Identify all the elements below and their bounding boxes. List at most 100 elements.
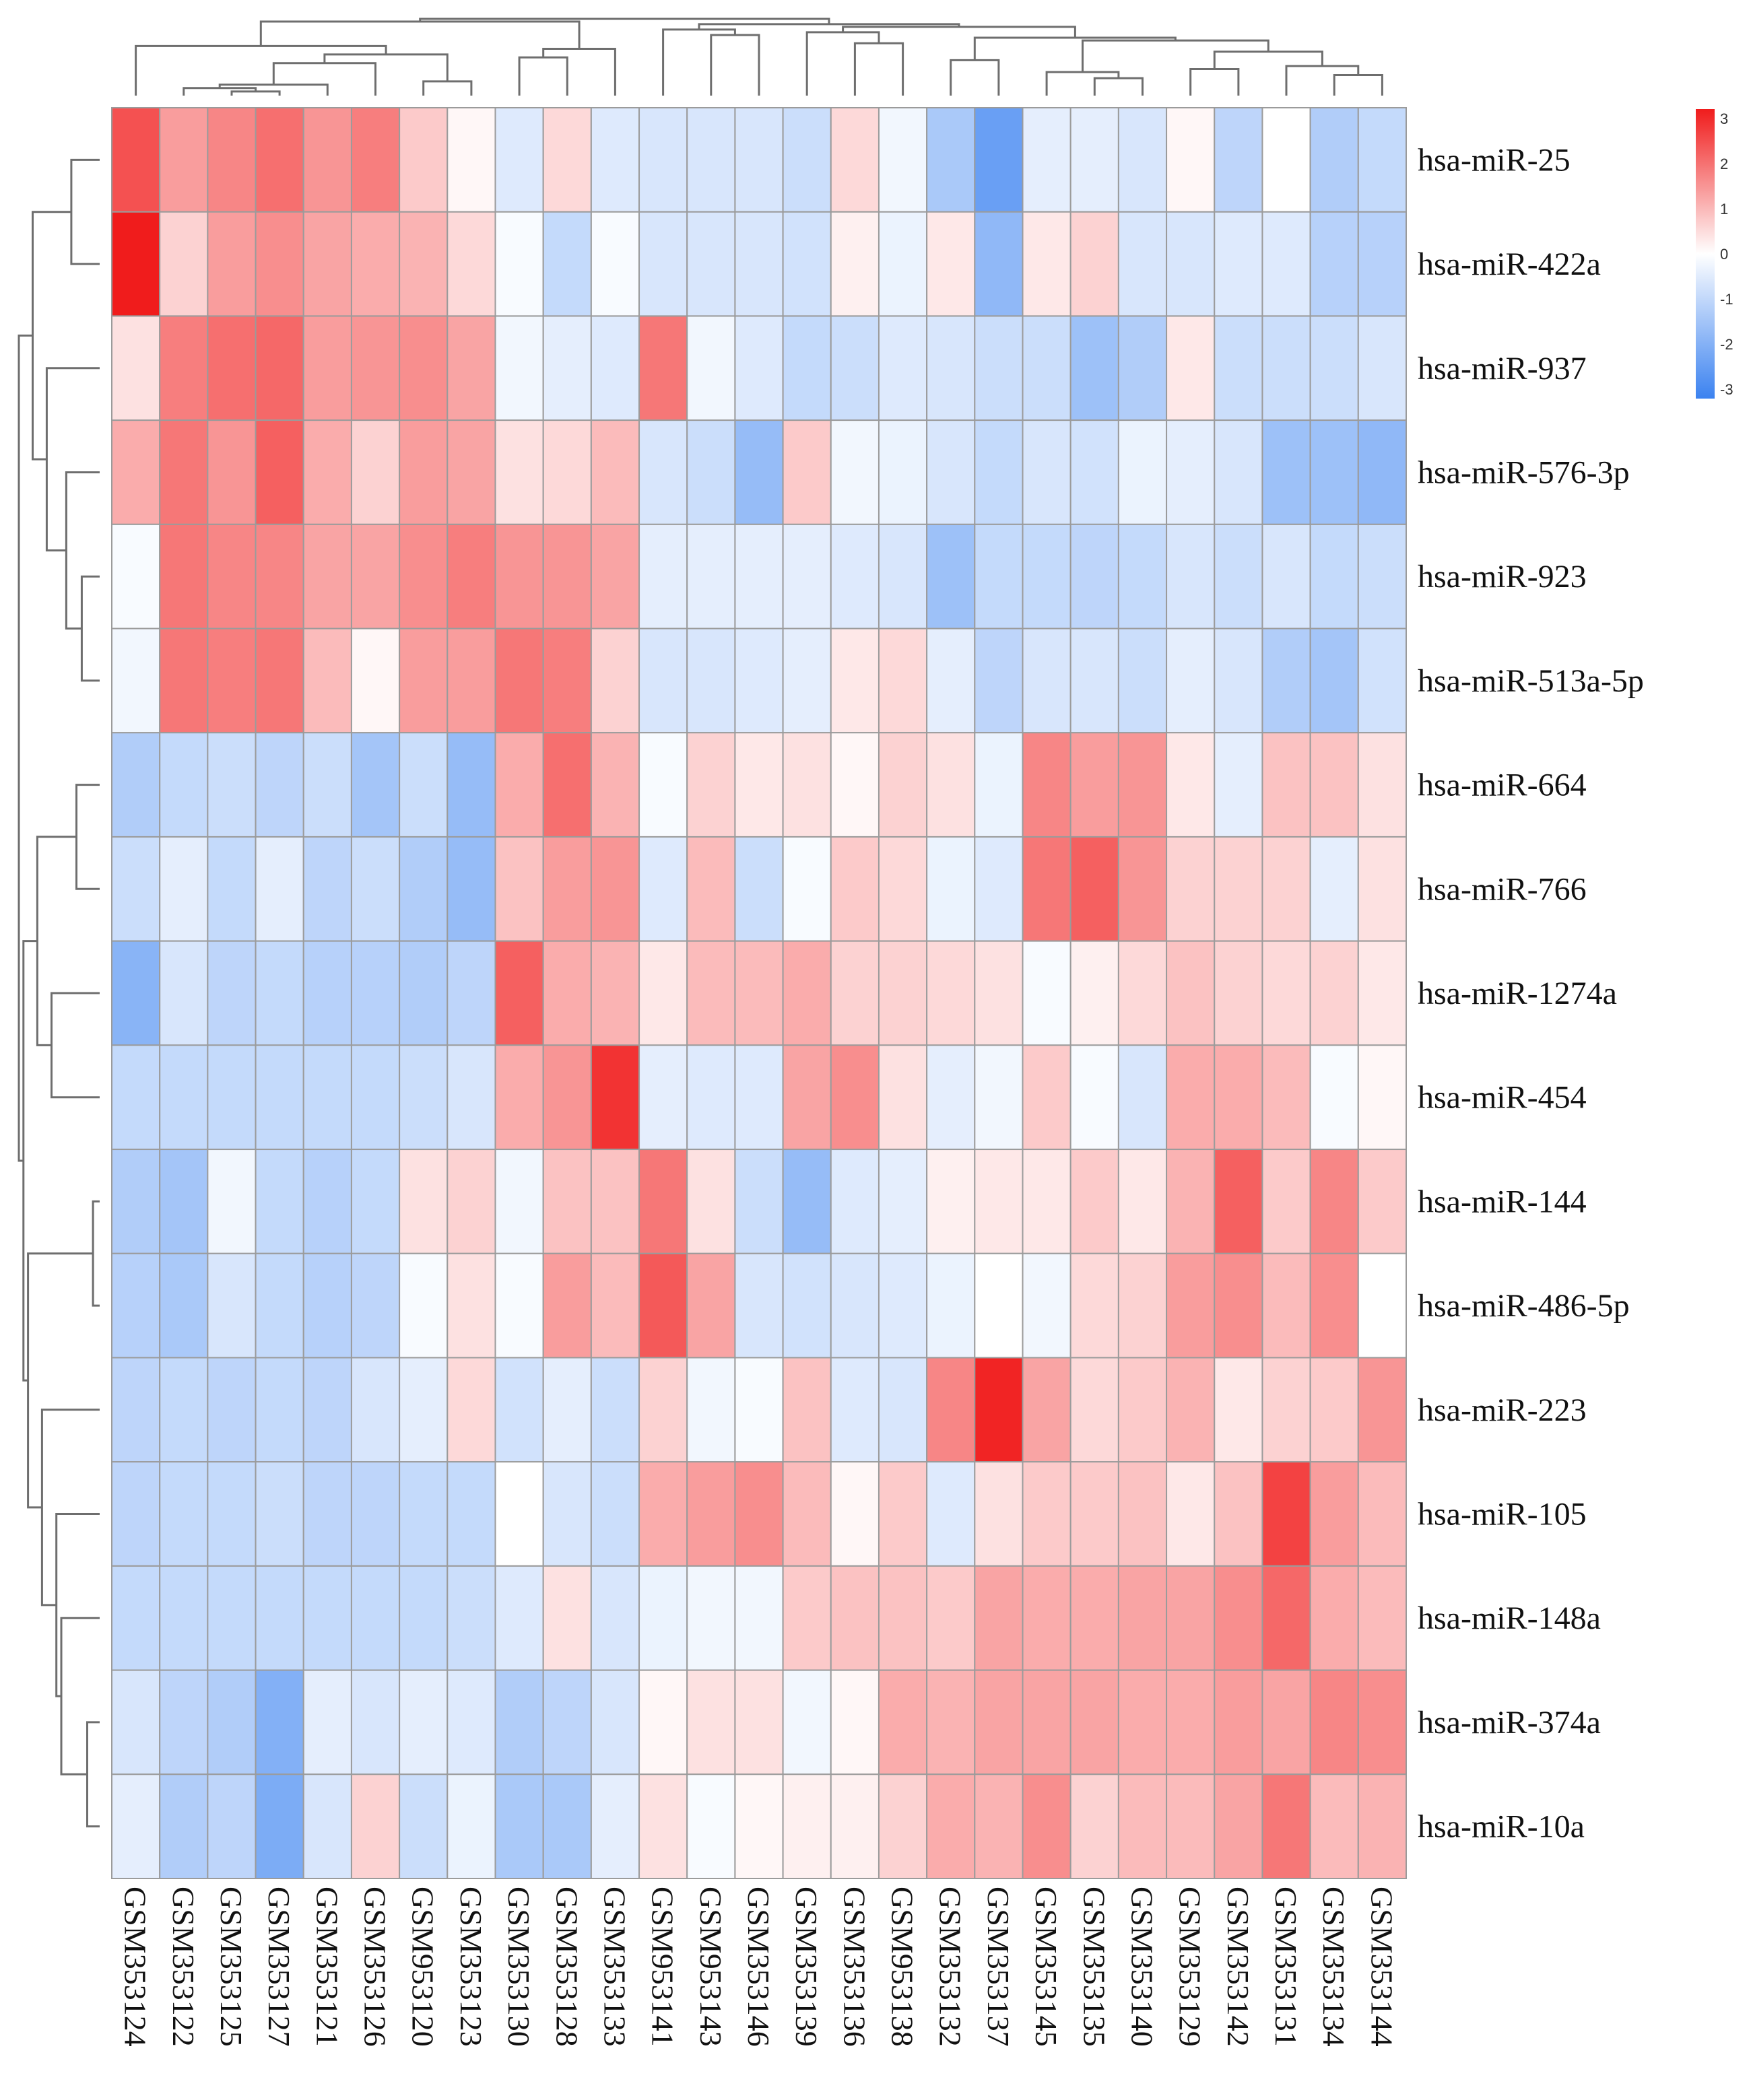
dendrogram-branch: [853, 42, 904, 96]
heatmap-cell: [926, 836, 976, 942]
heatmap-cell: [974, 1357, 1024, 1463]
heatmap-cell: [159, 523, 209, 630]
heatmap-cell: [734, 315, 784, 421]
heatmap-cell: [1309, 836, 1359, 942]
heatmap-cell: [494, 1669, 544, 1775]
heatmap-cell: [350, 211, 401, 317]
heatmap-cell: [207, 419, 257, 525]
heatmap-cell: [686, 1669, 736, 1775]
row-label: hsa-miR-1274a: [1418, 976, 1617, 1011]
heatmap-cell: [255, 940, 304, 1046]
heatmap-cell: [782, 1669, 832, 1775]
heatmap-cell: [686, 628, 736, 734]
heatmap-cell: [1117, 1773, 1168, 1880]
heatmap-cell: [1166, 1252, 1216, 1359]
heatmap-cell: [830, 1669, 880, 1775]
heatmap-cell: [111, 628, 161, 734]
heatmap-cell: [159, 107, 209, 213]
heatmap-cell: [1022, 211, 1071, 317]
heatmap-cell: [878, 523, 928, 630]
column-label: GSM353129: [1173, 1887, 1208, 2047]
heatmap-cell: [1166, 1669, 1216, 1775]
heatmap-cell: [1309, 1357, 1359, 1463]
heatmap-cell: [494, 211, 544, 317]
heatmap-cell: [1022, 1252, 1071, 1359]
heatmap-cell: [255, 211, 304, 317]
heatmap-cell: [830, 940, 880, 1046]
heatmap-cell: [494, 1461, 544, 1567]
heatmap-cell: [1214, 1252, 1263, 1359]
heatmap-cell: [1022, 419, 1071, 525]
heatmap-cell: [1214, 419, 1263, 525]
dendrogram-branch: [1285, 65, 1360, 96]
row-labels: hsa-miR-25 hsa-miR-422a hsa-miR-937 hsa-miR…: [1418, 142, 1644, 1844]
heatmap-cell: [255, 1565, 304, 1671]
heatmap-cell: [734, 1565, 784, 1671]
heatmap-cell: [111, 836, 161, 942]
heatmap-cell: [1309, 211, 1359, 317]
heatmap-cell: [1069, 1461, 1119, 1567]
heatmap-cell: [1214, 1461, 1263, 1567]
heatmap-cell: [1214, 1044, 1263, 1151]
heatmap-cell: [111, 315, 161, 421]
heatmap-cell: [1309, 1773, 1359, 1880]
heatmap-cell: [782, 628, 832, 734]
heatmap-cell: [111, 419, 161, 525]
heatmap-cell: [1261, 1669, 1311, 1775]
heatmap-cell: [542, 107, 592, 213]
dendrogram-branch: [230, 90, 281, 96]
heatmap-cell: [782, 1252, 832, 1359]
column-label: GSM953120: [406, 1887, 440, 2047]
heatmap-cell: [830, 523, 880, 630]
heatmap-cell: [734, 1669, 784, 1775]
heatmap-cell: [734, 836, 784, 942]
heatmap-cell: [638, 523, 688, 630]
dendrogram-branch: [1045, 71, 1120, 96]
column-label: GSM353142: [1221, 1887, 1255, 2047]
heatmap-cell: [542, 523, 592, 630]
heatmap-cell: [1357, 1252, 1408, 1359]
heatmap-cell: [1261, 628, 1311, 734]
heatmap-cell: [638, 315, 688, 421]
heatmap-cell: [1309, 1565, 1359, 1671]
heatmap-cell: [686, 1044, 736, 1151]
heatmap-cell: [974, 1044, 1024, 1151]
heatmap-cell: [447, 1149, 496, 1254]
heatmap-cell: [255, 315, 304, 421]
dendrogram-branch: [86, 1721, 100, 1828]
row-label: hsa-miR-223: [1418, 1392, 1587, 1428]
heatmap-cell: [207, 315, 257, 421]
heatmap-cell: [159, 315, 209, 421]
column-label: GSM953143: [694, 1887, 728, 2047]
heatmap-cell: [207, 1669, 257, 1775]
heatmap-cell: [1357, 419, 1408, 525]
heatmap-cell: [926, 1565, 976, 1671]
heatmap-cell: [830, 211, 880, 317]
heatmap-cell: [1261, 419, 1311, 525]
heatmap-cell: [686, 940, 736, 1046]
heatmap-cell: [1166, 1044, 1216, 1151]
heatmap-cell: [830, 1044, 880, 1151]
heatmap-cell: [447, 732, 496, 838]
heatmap-cell: [302, 732, 352, 838]
column-label: GSM953138: [886, 1887, 920, 2047]
heatmap-cell: [302, 1773, 352, 1880]
heatmap-cell: [830, 107, 880, 213]
heatmap-cell: [1214, 628, 1263, 734]
column-label: GSM353136: [837, 1887, 871, 2047]
heatmap-cell: [111, 1149, 161, 1254]
dendrogram-branch: [45, 367, 100, 551]
heatmap-cell: [590, 211, 640, 317]
heatmap-cell: [255, 1044, 304, 1151]
heatmap-cell: [590, 836, 640, 942]
dendrogram-branch: [662, 28, 736, 96]
heatmap-cell: [830, 1565, 880, 1671]
heatmap-cell: [255, 1252, 304, 1359]
heatmap-cell: [686, 1252, 736, 1359]
heatmap-cell: [1309, 1669, 1359, 1775]
row-dendrogram: [18, 158, 100, 1828]
heatmap-cell: [447, 628, 496, 734]
heatmap-cell: [1022, 1357, 1071, 1463]
heatmap-cell: [302, 1044, 352, 1151]
column-label: GSM353125: [214, 1887, 249, 2047]
